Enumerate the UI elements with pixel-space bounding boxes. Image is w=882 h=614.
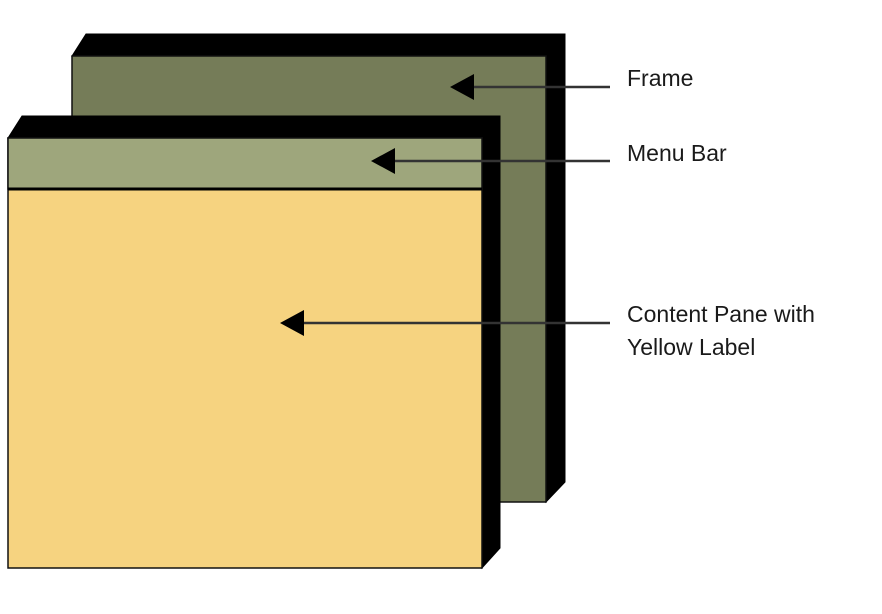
arrowhead-icon [280, 310, 304, 336]
content-pane-callout: Content Pane with Yellow Label [280, 301, 815, 360]
front-layer [7, 115, 501, 570]
arrowhead-icon [371, 148, 395, 174]
menu-bar-label: Menu Bar [627, 140, 727, 166]
content-pane-label-line2: Yellow Label [627, 334, 755, 360]
content-pane-label-line1: Content Pane with [627, 301, 815, 327]
frame-callout: Frame [450, 65, 693, 100]
frame-label: Frame [627, 65, 693, 91]
arrowhead-icon [450, 74, 474, 100]
menu-bar-face [7, 137, 483, 190]
content-pane-face [7, 137, 483, 569]
menu-bar-callout: Menu Bar [371, 140, 727, 174]
